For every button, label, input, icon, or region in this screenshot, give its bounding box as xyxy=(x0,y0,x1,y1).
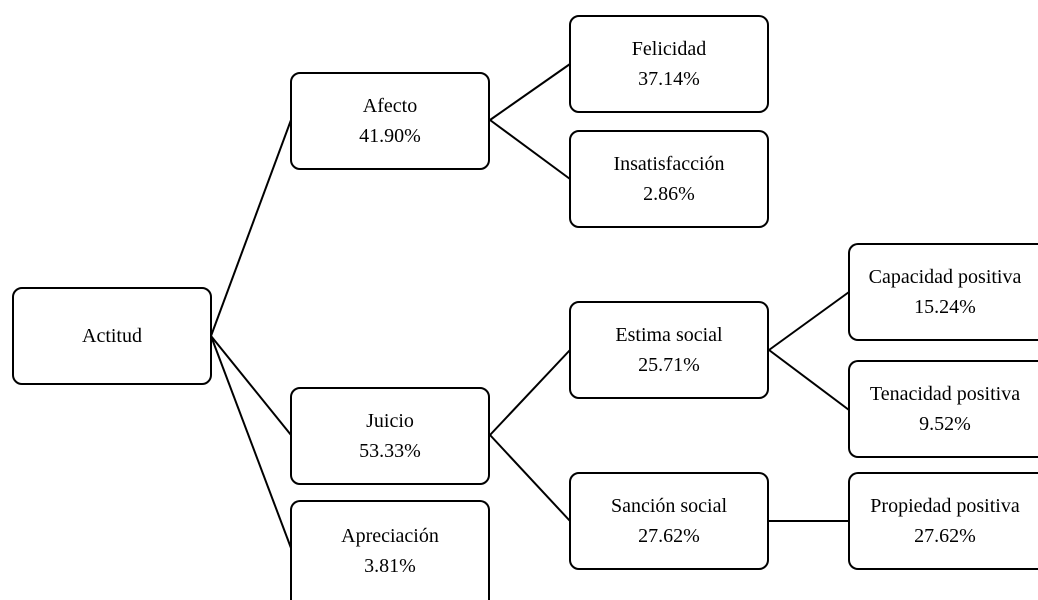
node-afecto-label: Afecto xyxy=(362,95,418,117)
node-actitud: Actitud xyxy=(12,287,212,385)
node-afecto: Afecto 41.90% xyxy=(290,72,490,170)
node-felicidad-value: 37.14% xyxy=(638,68,700,90)
node-felicidad: Felicidad 37.14% xyxy=(569,15,769,113)
edge-afecto-insatisfaccion xyxy=(489,119,571,180)
edge-estima-tenacidad xyxy=(768,349,850,411)
node-sancion-social-label: Sanción social xyxy=(610,495,728,517)
node-apreciacion: Apreciación 3.81% xyxy=(290,500,490,600)
node-apreciacion-label: Apreciación xyxy=(341,525,439,547)
node-felicidad-label: Felicidad xyxy=(631,38,707,60)
node-sancion-social-value: 27.62% xyxy=(638,525,700,547)
edge-juicio-estima xyxy=(489,349,571,436)
node-juicio-value: 53.33% xyxy=(359,440,421,462)
node-capacidad-positiva-label: Capacidad positiva xyxy=(868,266,1022,288)
node-propiedad-positiva: Propiedad positiva 27.62% xyxy=(848,472,1038,570)
node-propiedad-positiva-value: 27.62% xyxy=(914,525,976,547)
edge-actitud-juicio xyxy=(210,335,292,436)
node-juicio-label: Juicio xyxy=(366,410,414,432)
node-estima-social-value: 25.71% xyxy=(638,354,700,376)
node-propiedad-positiva-label: Propiedad positiva xyxy=(870,495,1020,517)
node-tenacidad-positiva-label: Tenacidad positiva xyxy=(869,383,1021,405)
edge-juicio-sancion xyxy=(489,434,571,522)
node-tenacidad-positiva-value: 9.52% xyxy=(919,413,971,435)
node-afecto-value: 41.90% xyxy=(359,125,421,147)
node-tenacidad-positiva: Tenacidad positiva 9.52% xyxy=(848,360,1038,458)
node-estima-social: Estima social 25.71% xyxy=(569,301,769,399)
node-insatisfaccion: Insatisfacción 2.86% xyxy=(569,130,769,228)
node-estima-social-label: Estima social xyxy=(615,324,723,346)
node-apreciacion-value: 3.81% xyxy=(364,555,416,577)
node-insatisfaccion-label: Insatisfacción xyxy=(613,153,725,175)
node-actitud-label: Actitud xyxy=(82,325,142,347)
edge-actitud-afecto xyxy=(210,119,292,337)
edge-estima-capacidad xyxy=(768,291,850,351)
edge-afecto-felicidad xyxy=(489,63,571,121)
node-juicio: Juicio 53.33% xyxy=(290,387,490,485)
node-insatisfaccion-value: 2.86% xyxy=(643,183,695,205)
edge-actitud-apreciacion xyxy=(210,335,292,549)
node-sancion-social: Sanción social 27.62% xyxy=(569,472,769,570)
node-capacidad-positiva-value: 15.24% xyxy=(914,296,976,318)
node-capacidad-positiva: Capacidad positiva 15.24% xyxy=(848,243,1038,341)
